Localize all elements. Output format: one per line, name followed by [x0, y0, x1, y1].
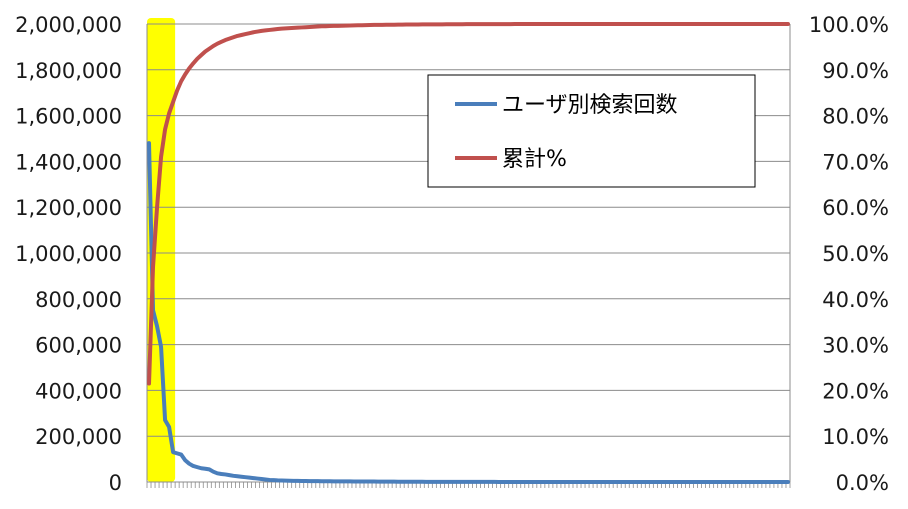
left-tick-label: 2,000,000	[15, 13, 122, 37]
right-tick-label: 0.0%	[836, 471, 889, 495]
left-tick-label: 1,400,000	[15, 150, 122, 174]
legend-label-cumulative: 累計%	[502, 147, 567, 172]
left-tick-label: 200,000	[35, 425, 122, 449]
left-axis-tick-labels: 0 200,000 400,000 600,000 800,000 1,000,000 1,…	[15, 13, 122, 495]
right-tick-label: 50.0%	[822, 242, 889, 266]
right-tick-label: 70.0%	[822, 150, 889, 174]
right-tick-label: 90.0%	[822, 59, 889, 83]
right-tick-label: 60.0%	[822, 196, 889, 220]
series-lines	[147, 22, 790, 484]
left-tick-label: 1,200,000	[15, 196, 122, 220]
right-axis-tick-labels: 0.0% 10.0% 20.0% 30.0% 40.0% 50.0% 60.0% 70.0% 8…	[809, 13, 889, 495]
left-tick-label: 1,000,000	[15, 242, 122, 266]
right-tick-label: 30.0%	[822, 334, 889, 358]
right-tick-label: 80.0%	[822, 105, 889, 129]
right-tick-label: 40.0%	[822, 288, 889, 312]
left-tick-label: 1,800,000	[15, 59, 122, 83]
right-tick-label: 10.0%	[822, 425, 889, 449]
right-tick-label: 100.0%	[809, 13, 889, 37]
left-tick-label: 0	[109, 471, 122, 495]
series-line-cumulative	[147, 22, 790, 386]
legend-label-search-count: ユーザ別検索回数	[502, 93, 678, 118]
highlight-band-layer	[147, 18, 176, 482]
legend-box	[427, 74, 756, 188]
left-tick-label: 400,000	[35, 379, 122, 403]
left-tick-label: 600,000	[35, 334, 122, 358]
legend: ユーザ別検索回数 累計%	[427, 74, 756, 188]
right-tick-label: 20.0%	[822, 379, 889, 403]
series-line-search-count	[147, 141, 790, 484]
left-tick-label: 1,600,000	[15, 105, 122, 129]
highlight-band	[147, 18, 176, 482]
left-tick-label: 800,000	[35, 288, 122, 312]
